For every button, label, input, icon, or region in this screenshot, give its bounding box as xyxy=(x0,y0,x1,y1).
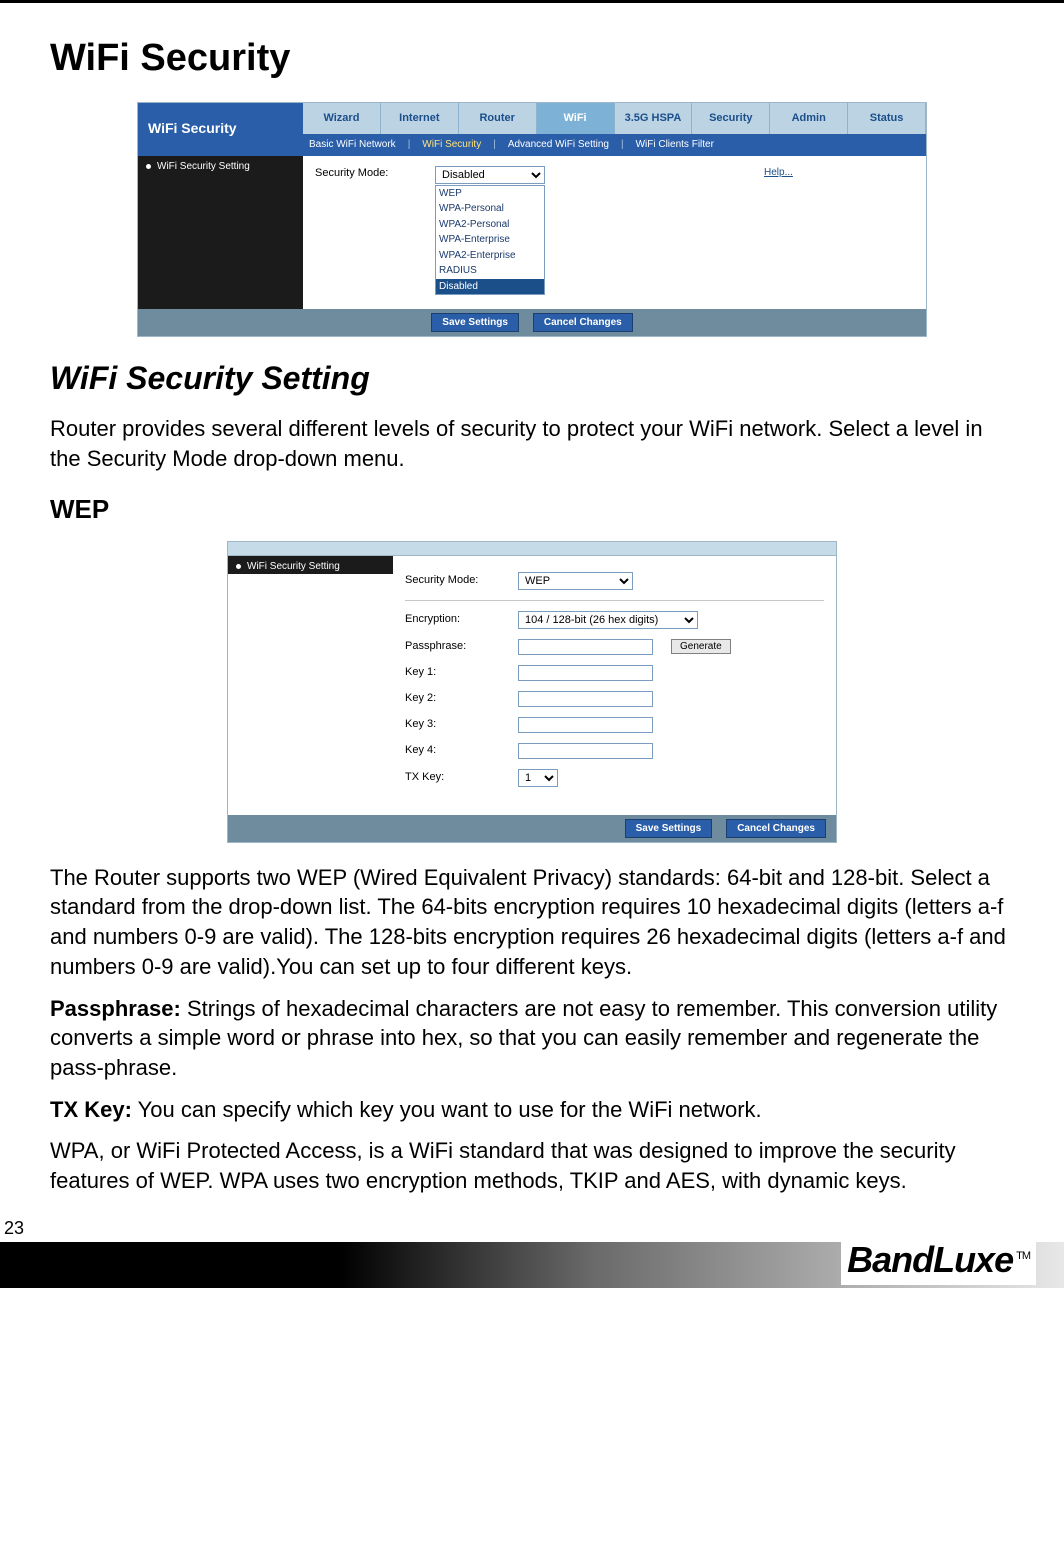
side-label: WiFi Security Setting xyxy=(138,156,303,310)
passphrase-paragraph: Passphrase: Strings of hexadecimal chara… xyxy=(50,994,1014,1083)
subnav-security[interactable]: WiFi Security xyxy=(422,138,481,152)
panel-title: WiFi Security xyxy=(138,103,303,155)
intro-paragraph: Router provides several different levels… xyxy=(50,414,1014,473)
passphrase-input[interactable] xyxy=(518,639,653,655)
bullet-icon xyxy=(146,164,151,169)
save-button[interactable]: Save Settings xyxy=(431,313,519,332)
encryption-select[interactable]: 104 / 128-bit (26 hex digits) xyxy=(518,611,698,629)
screenshot-security-dropdown: WiFi Security Wizard Internet Router WiF… xyxy=(137,102,927,337)
option-radius[interactable]: RADIUS xyxy=(436,263,544,279)
wep-paragraph: The Router supports two WEP (Wired Equiv… xyxy=(50,863,1014,982)
brand-text: BandLuxe xyxy=(847,1239,1013,1280)
side-label-text: WiFi Security Setting xyxy=(247,560,340,574)
passphrase-label-strong: Passphrase: xyxy=(50,996,181,1021)
section-title: WiFi Security Setting xyxy=(50,357,1014,400)
page-footer: 23 BandLuxeTM xyxy=(0,1216,1064,1288)
security-mode-label: Security Mode: xyxy=(315,166,415,181)
brand-logo: BandLuxeTM xyxy=(841,1236,1036,1285)
key3-label: Key 3: xyxy=(405,717,500,732)
side-label-text: WiFi Security Setting xyxy=(157,160,250,174)
footer-bar-black xyxy=(0,1242,340,1288)
nav-tabs: Wizard Internet Router WiFi 3.5G HSPA Se… xyxy=(303,103,926,134)
encryption-label: Encryption: xyxy=(405,612,500,627)
subnav-advanced[interactable]: Advanced WiFi Setting xyxy=(508,138,609,152)
divider xyxy=(405,600,824,601)
tab-wizard[interactable]: Wizard xyxy=(303,103,381,134)
bullet-icon xyxy=(236,564,241,569)
cancel-button[interactable]: Cancel Changes xyxy=(533,313,633,332)
key1-label: Key 1: xyxy=(405,665,500,680)
key2-input[interactable] xyxy=(518,691,653,707)
tab-hspa[interactable]: 3.5G HSPA xyxy=(615,103,693,134)
action-bar: Save Settings Cancel Changes xyxy=(138,309,926,336)
wep-heading: WEP xyxy=(50,492,1014,527)
cancel-button[interactable]: Cancel Changes xyxy=(726,819,826,838)
wpa-paragraph: WPA, or WiFi Protected Access, is a WiFi… xyxy=(50,1136,1014,1195)
txkey-select[interactable]: 1 xyxy=(518,769,558,787)
option-wpa-enterprise[interactable]: WPA-Enterprise xyxy=(436,232,544,248)
security-mode-label: Security Mode: xyxy=(405,573,500,588)
subnav-clients[interactable]: WiFi Clients Filter xyxy=(636,138,714,152)
option-wep[interactable]: WEP xyxy=(436,186,544,202)
txkey-text: You can specify which key you want to us… xyxy=(132,1097,762,1122)
security-mode-select[interactable]: Disabled xyxy=(435,166,545,184)
key3-input[interactable] xyxy=(518,717,653,733)
trademark-icon: TM xyxy=(1016,1250,1030,1262)
security-mode-select[interactable]: WEP xyxy=(518,572,633,590)
key4-input[interactable] xyxy=(518,743,653,759)
subnav-sep: | xyxy=(408,138,411,152)
subnav-sep: | xyxy=(493,138,496,152)
tab-security[interactable]: Security xyxy=(692,103,770,134)
window-topbar xyxy=(228,542,836,556)
action-bar: Save Settings Cancel Changes xyxy=(228,815,836,842)
security-mode-dropdown-list[interactable]: WEP WPA-Personal WPA2-Personal WPA-Enter… xyxy=(435,185,545,296)
generate-button[interactable]: Generate xyxy=(671,639,731,654)
option-disabled[interactable]: Disabled xyxy=(436,279,544,295)
tab-internet[interactable]: Internet xyxy=(381,103,459,134)
passphrase-label: Passphrase: xyxy=(405,639,500,654)
key4-label: Key 4: xyxy=(405,743,500,758)
tab-status[interactable]: Status xyxy=(848,103,926,134)
side-label: WiFi Security Setting xyxy=(228,556,393,574)
txkey-paragraph: TX Key: You can specify which key you wa… xyxy=(50,1095,1014,1125)
txkey-label: TX Key: xyxy=(405,770,500,785)
option-wpa-personal[interactable]: WPA-Personal xyxy=(436,201,544,217)
tab-admin[interactable]: Admin xyxy=(770,103,848,134)
subnav-basic[interactable]: Basic WiFi Network xyxy=(309,138,396,152)
subnav-sep: | xyxy=(621,138,624,152)
option-wpa2-personal[interactable]: WPA2-Personal xyxy=(436,217,544,233)
page-title: WiFi Security xyxy=(50,33,1014,84)
key1-input[interactable] xyxy=(518,665,653,681)
tab-wifi[interactable]: WiFi xyxy=(537,103,615,134)
passphrase-text: Strings of hexadecimal characters are no… xyxy=(50,996,997,1080)
key2-label: Key 2: xyxy=(405,691,500,706)
screenshot-wep-settings: WiFi Security Setting Security Mode: WEP… xyxy=(227,541,837,843)
save-button[interactable]: Save Settings xyxy=(625,819,713,838)
tab-router[interactable]: Router xyxy=(459,103,537,134)
txkey-label-strong: TX Key: xyxy=(50,1097,132,1122)
help-link[interactable]: Help... xyxy=(764,167,793,178)
footer-bar-gradient: BandLuxeTM xyxy=(340,1242,1064,1288)
subnav: Basic WiFi Network | WiFi Security | Adv… xyxy=(303,134,926,156)
option-wpa2-enterprise[interactable]: WPA2-Enterprise xyxy=(436,248,544,264)
